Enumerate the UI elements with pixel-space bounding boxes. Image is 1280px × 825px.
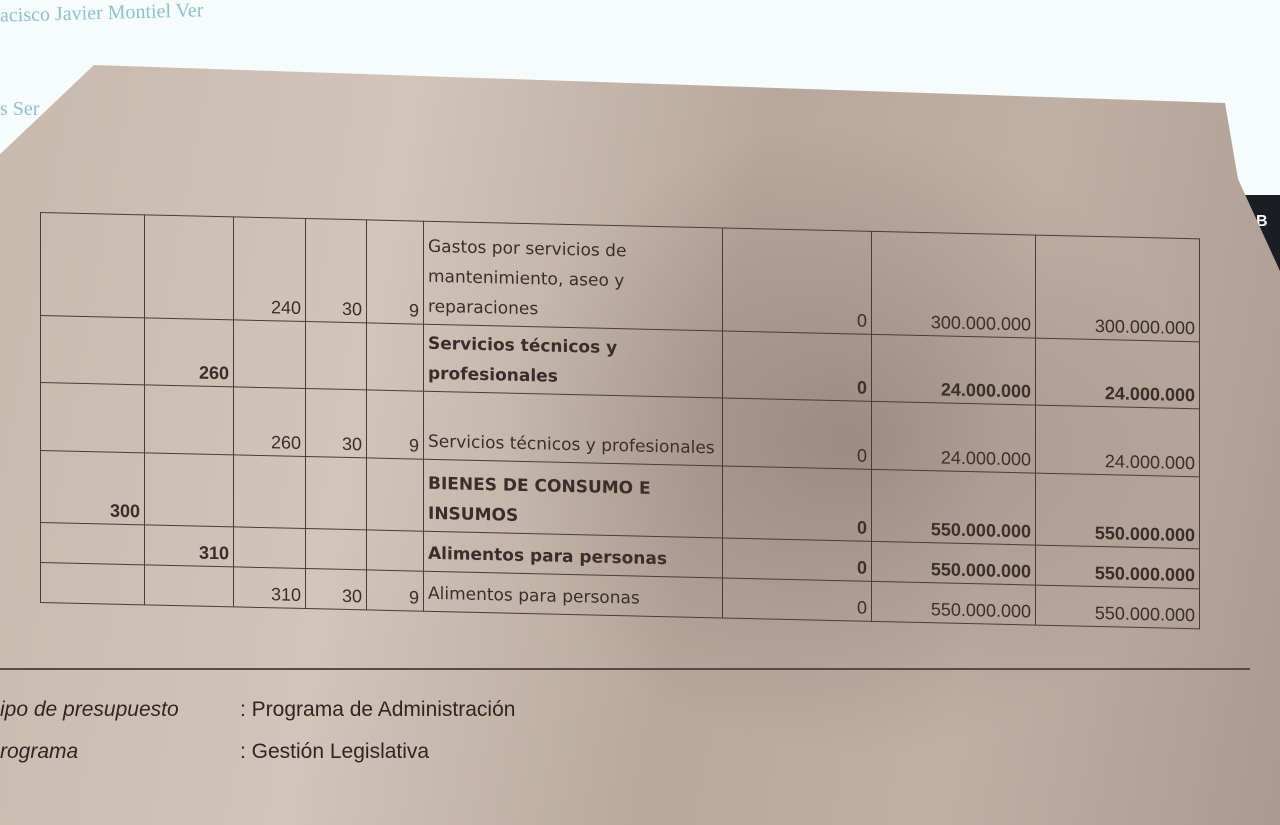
cell-v2: 24.000.000: [871, 401, 1036, 474]
cell-c1: 300: [40, 450, 145, 525]
cell-c1: [40, 562, 145, 605]
cell-c2: 310: [144, 524, 234, 567]
cell-v3: 550.000.000: [1035, 585, 1200, 629]
cell-c1: [40, 315, 145, 385]
cell-desc: Alimentos para personas: [423, 531, 723, 578]
cell-v2: 24.000.000: [871, 334, 1036, 406]
cell-c3: [233, 454, 306, 529]
cell-c1: [40, 382, 145, 453]
cell-c3: [233, 319, 306, 389]
cell-c2: [144, 214, 234, 320]
background-name-text: acisco Javier Montiel Ver: [0, 0, 204, 27]
cell-v2: 300.000.000: [871, 231, 1036, 339]
footer-divider: [0, 668, 1250, 670]
cell-v3: 550.000.000: [1035, 473, 1200, 549]
cell-c5: [366, 457, 424, 532]
footer-row-programa: rograma : Gestión Legislativa: [0, 740, 429, 764]
cell-v1: 0: [722, 397, 872, 470]
cell-c4: [305, 456, 367, 530]
cell-c2: [144, 384, 234, 455]
footer-row-tipo: ipo de presupuesto : Programa de Administ…: [0, 698, 515, 722]
background-text: s Ser: [0, 98, 40, 120]
cell-desc: Servicios técnicos y profesionales: [423, 391, 723, 466]
cell-c4: [305, 528, 367, 570]
cell-c5: 9: [366, 389, 424, 460]
tipo-label: ipo de presupuesto: [0, 698, 179, 721]
cell-c4: 30: [305, 568, 367, 610]
cell-desc: Servicios técnicos y profesionales: [423, 324, 723, 398]
cell-c1: [40, 522, 145, 565]
cell-c3: [233, 526, 306, 569]
cell-desc: Gastos por servicios de mantenimiento, a…: [423, 221, 723, 331]
cell-c2: [144, 564, 234, 607]
cell-c4: 30: [305, 388, 367, 458]
cell-v2: 550.000.000: [871, 581, 1036, 626]
cell-desc: Alimentos para personas: [423, 571, 723, 618]
cell-c5: [366, 529, 424, 572]
cell-v3: 24.000.000: [1035, 338, 1200, 409]
cell-v3: 300.000.000: [1035, 235, 1200, 342]
cell-v1: 0: [722, 330, 872, 402]
cell-c4: [305, 321, 367, 390]
cell-c5: [366, 322, 424, 392]
cell-c2: [144, 452, 234, 527]
cell-c5: 9: [366, 219, 424, 325]
cell-c3: 260: [233, 386, 306, 457]
cell-v3: 550.000.000: [1035, 545, 1200, 589]
cell-c1: [40, 212, 145, 318]
cell-v2: 550.000.000: [871, 469, 1036, 546]
device-key-label: B: [1256, 213, 1268, 230]
programa-label: rograma: [0, 740, 79, 763]
cell-v2: 550.000.000: [871, 541, 1036, 586]
cell-c3: 310: [233, 566, 306, 609]
cell-desc: BIENES DE CONSUMO E INSUMOS: [423, 459, 723, 538]
tipo-value: : Programa de Administración: [240, 698, 516, 721]
cell-c5: 9: [366, 569, 424, 612]
cell-c4: 30: [305, 218, 367, 323]
cell-v1: 0: [722, 577, 872, 622]
cell-v1: 0: [722, 537, 872, 582]
paper-sheet: [0, 65, 1280, 825]
programa-value: : Gestión Legislativa: [240, 740, 430, 763]
cell-c3: 240: [233, 216, 306, 322]
cell-v3: 24.000.000: [1035, 405, 1200, 477]
cell-v1: 0: [722, 465, 872, 542]
budget-table: 240 30 9 Gastos por servicios de mantenimie…: [40, 212, 1200, 629]
cell-v1: 0: [722, 227, 872, 335]
cell-c2: 260: [144, 317, 234, 387]
